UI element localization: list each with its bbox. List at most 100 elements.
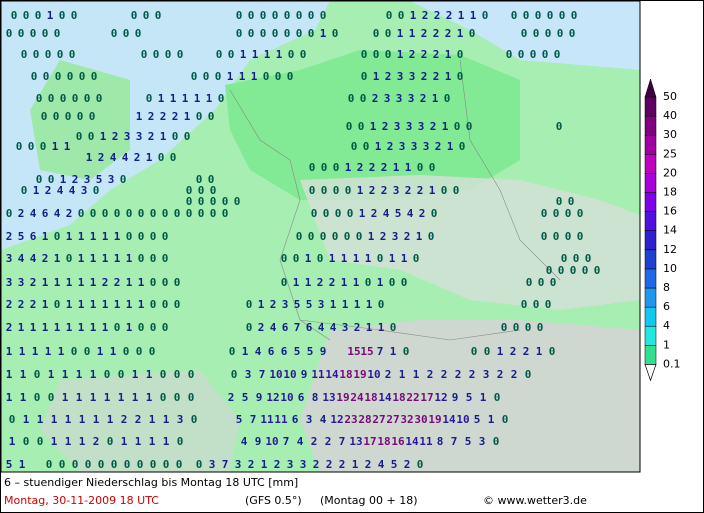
precip-value: 1 [194,92,201,105]
precip-value: 4 [18,252,25,265]
precip-value: 2 [385,368,392,381]
precip-value: 0 [28,140,35,153]
precip-value: 2 [511,368,518,381]
precip-value: 1 [90,321,97,334]
precip-value: 0 [196,173,203,186]
precip-value: 0 [123,345,130,358]
precip-value: 0 [525,321,532,334]
precip-value: 0 [561,252,568,265]
precip-value: 4 [297,435,304,448]
precip-value: 1 [138,276,145,289]
precip-value: 2 [112,130,119,143]
precip-value: 3 [396,92,403,105]
precip-value: 1 [97,345,104,358]
precip-value: 0 [521,27,528,40]
precip-value: 1 [30,321,37,334]
precip-value: 1 [184,110,191,123]
precip-value: 5 [391,458,398,471]
precip-value: 7 [294,321,301,334]
precip-value: 2 [270,298,277,311]
precip-value: 0 [210,184,217,197]
precip-value: 0 [40,140,47,153]
precip-value: 1 [114,298,121,311]
legend-swatch [644,96,657,117]
precip-value: 1 [62,368,69,381]
precip-value: 2 [313,458,320,471]
precip-value: 0 [174,368,181,381]
precip-value: 0 [174,391,181,404]
precip-value: 2 [258,321,265,334]
legend-label: 6 [663,300,670,313]
precip-value: 0 [361,48,368,61]
precip-value: 0 [549,345,556,358]
precip-value: 0 [263,70,270,83]
precip-value: 2 [72,173,79,186]
legend-swatch [644,192,657,212]
precip-value: 0 [541,207,548,220]
precip-value: 2 [455,368,462,381]
precip-value: 0 [358,120,365,133]
precip-value: 0 [333,184,340,197]
legend-label: 18 [663,186,677,199]
legend-label: 16 [663,205,677,218]
date: Montag, 30-11-2009 18 UTC [4,494,159,507]
precip-value: 0 [177,48,184,61]
precip-value: 0 [272,9,279,22]
precip-value: 1 [409,27,416,40]
precip-value: 0 [535,9,542,22]
precip-value: 3 [399,140,406,153]
precip-value: 6 [42,207,49,220]
precip-value: 2 [419,207,426,220]
precip-value: 2 [523,345,530,358]
precip-value: 0 [526,276,533,289]
precip-value: 0 [511,9,518,22]
precip-value: 0 [228,48,235,61]
precip-value: 2 [404,458,411,471]
precip-value: 0 [288,48,295,61]
precip-value: 11 [274,413,288,426]
precip-value: 10 [456,413,469,426]
legend-arrow-bottom [644,364,657,382]
precip-value: 0 [459,140,466,153]
precip-value: 2 [420,92,427,105]
precip-value: 0 [30,27,37,40]
precip-value: 2 [385,70,392,83]
precip-value: 0 [208,173,215,186]
precip-value: 0 [248,27,255,40]
precip-value: 1 [445,48,452,61]
precip-value: 0 [48,391,55,404]
precip-value: 0 [45,48,52,61]
precip-value: 14 [442,413,456,426]
precip-value: 0 [34,368,41,381]
precip-value: 5 [242,391,249,404]
precip-value: 3 [306,413,313,426]
legend-swatch [644,325,657,346]
precip-value: 0 [287,70,294,83]
precip-value: 0 [373,27,380,40]
precip-value: 0 [177,435,184,448]
precip-value: 2 [18,207,25,220]
precip-value: 15 [360,345,373,358]
precip-value: 0 [594,264,601,277]
precip-value: 0 [275,70,282,83]
precip-value: 2 [42,252,49,265]
precip-value: 2 [148,110,155,123]
precip-value: 0 [172,130,179,143]
precip-value: 0 [138,321,145,334]
precip-value: 0 [37,435,44,448]
precip-value: 0 [513,321,520,334]
precip-value: 1 [368,230,375,243]
precip-value: 0 [65,110,72,123]
precip-value: 14 [378,391,392,404]
precip-value: 5 [18,230,25,243]
precip-value: 0 [46,458,53,471]
precip-value: 0 [365,276,372,289]
precip-value: 0 [441,184,448,197]
land-central [225,50,520,200]
precip-value: 2 [441,368,448,381]
precip-value: 0 [545,298,552,311]
precip-value: 0 [104,368,111,381]
precip-value: 2 [317,276,324,289]
border [299,319,521,341]
precip-value: 0 [123,27,130,40]
